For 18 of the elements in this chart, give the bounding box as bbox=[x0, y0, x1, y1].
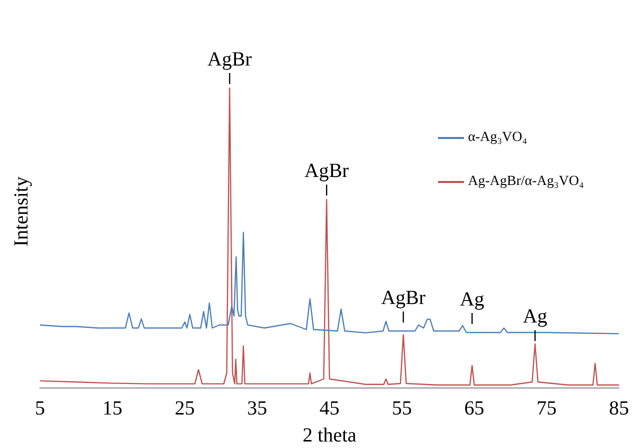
x-tick-label: 55 bbox=[392, 397, 412, 420]
legend-label: α-Ag₃VO₄ bbox=[468, 130, 528, 146]
x-axis-title: 2 theta bbox=[302, 424, 357, 446]
annotation: AgBr bbox=[381, 286, 426, 309]
x-tick-label: 75 bbox=[536, 397, 557, 420]
annotation: AgBr bbox=[304, 160, 350, 182]
x-tick-label: 15 bbox=[102, 397, 122, 420]
x-tick-label: 5 bbox=[35, 397, 45, 420]
y-axis-title: Intensity bbox=[10, 176, 34, 248]
x-tick-label: 65 bbox=[464, 397, 484, 420]
annotation: Ag bbox=[522, 305, 548, 328]
x-tick-label: 25 bbox=[174, 397, 195, 420]
x-tick-label: 45 bbox=[320, 397, 340, 420]
x-tick-label: 35 bbox=[247, 397, 268, 420]
x-tick-label: 85 bbox=[609, 397, 629, 420]
annotation: Ag bbox=[460, 288, 484, 310]
annotation: AgBr bbox=[207, 48, 252, 70]
legend-label: Ag-AgBr/α-Ag₃VO₄ bbox=[468, 174, 584, 190]
